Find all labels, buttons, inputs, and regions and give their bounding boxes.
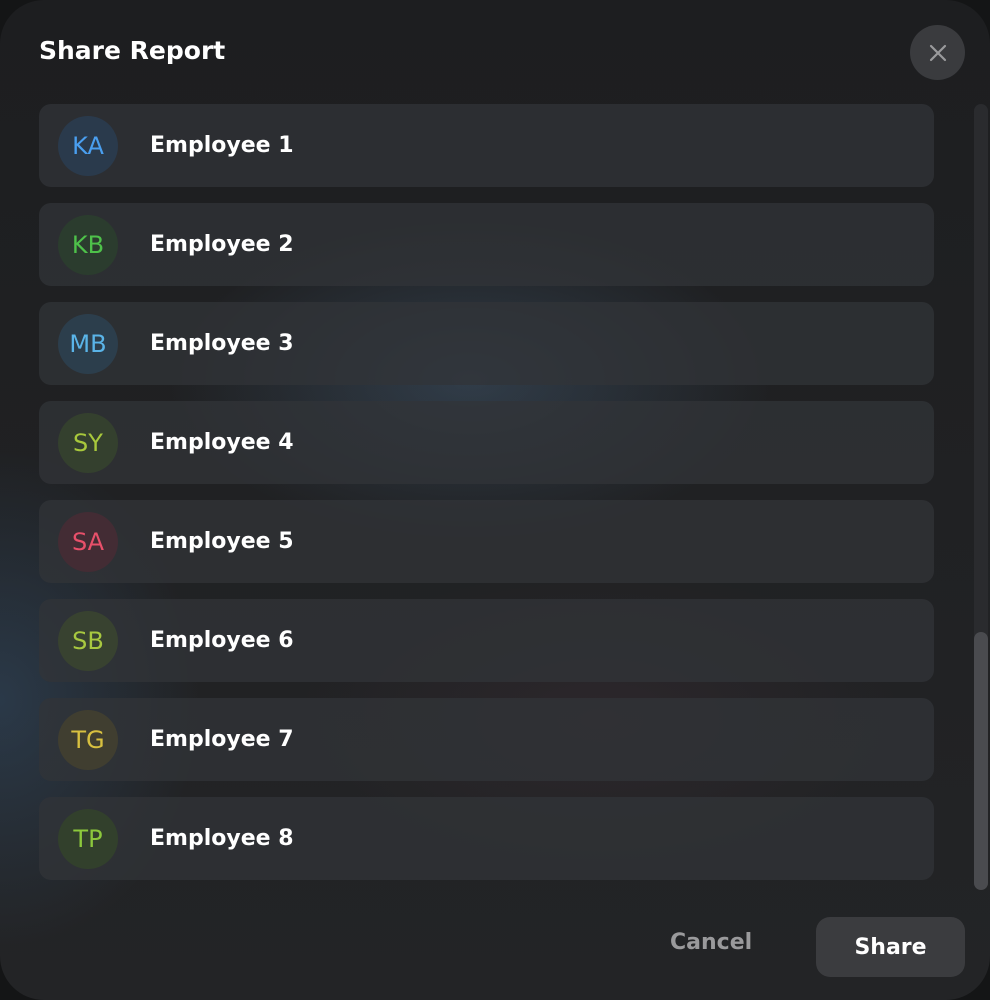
employee-name: Employee 2 — [150, 232, 294, 257]
avatar: SB — [58, 610, 118, 671]
employee-name: Employee 6 — [150, 628, 294, 653]
cancel-button[interactable]: Cancel — [670, 930, 753, 955]
employee-row[interactable]: KB Employee 2 — [39, 203, 934, 286]
close-button[interactable] — [910, 25, 965, 80]
employee-row[interactable]: TG Employee 7 — [39, 698, 934, 781]
employee-name: Employee 5 — [150, 529, 294, 554]
employee-row[interactable]: MB Employee 3 — [39, 302, 934, 385]
employee-row[interactable]: SB Employee 6 — [39, 599, 934, 682]
avatar: MB — [58, 313, 118, 374]
share-button[interactable]: Share — [816, 917, 965, 977]
employee-name: Employee 8 — [150, 826, 294, 851]
scrollbar[interactable] — [974, 104, 988, 890]
employee-row[interactable]: KA Employee 1 — [39, 104, 934, 187]
dialog-title: Share Report — [39, 36, 226, 65]
avatar: SA — [58, 511, 118, 572]
employee-row[interactable]: TP Employee 8 — [39, 797, 934, 880]
scrollbar-thumb[interactable] — [974, 632, 988, 890]
employee-name: Employee 3 — [150, 331, 294, 356]
avatar: TG — [58, 709, 118, 770]
employee-list: KA Employee 1 KB Employee 2 MB Employee 3 SY Em… — [39, 104, 934, 896]
employee-row[interactable]: SY Employee 4 — [39, 401, 934, 484]
employee-name: Employee 1 — [150, 133, 294, 158]
close-icon — [929, 44, 946, 61]
avatar: TP — [58, 808, 118, 869]
employee-row[interactable]: SA Employee 5 — [39, 500, 934, 583]
avatar: SY — [58, 412, 118, 473]
employee-name: Employee 7 — [150, 727, 294, 752]
avatar: KA — [58, 115, 118, 176]
employee-name: Employee 4 — [150, 430, 294, 455]
avatar: KB — [58, 214, 118, 275]
